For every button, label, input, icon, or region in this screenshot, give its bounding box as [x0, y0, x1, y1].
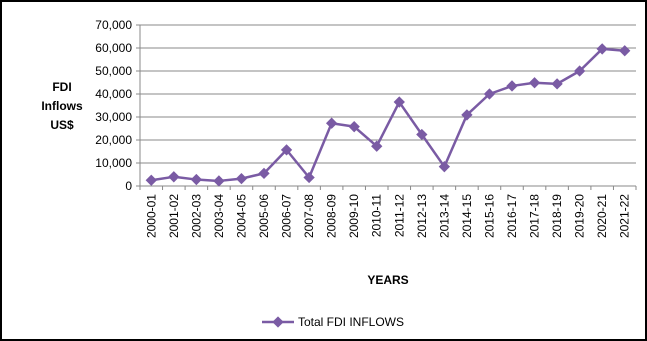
- x-tick-label: 2001-02: [167, 194, 181, 238]
- y-tick-label: 30,000: [95, 110, 132, 124]
- x-tick-label: 2002-03: [189, 194, 203, 238]
- x-tick-label: 2015-16: [482, 194, 496, 238]
- data-point: [416, 128, 428, 141]
- y-tick-label: 70,000: [95, 18, 132, 32]
- y-tick-label: 20,000: [95, 133, 132, 147]
- data-point: [619, 45, 631, 57]
- y-tick-label: 50,000: [95, 64, 132, 78]
- data-point: [190, 173, 203, 186]
- x-tick-label: 2007-08: [302, 194, 316, 238]
- legend-entry: Total FDI INFLOWS: [298, 315, 404, 329]
- data-point: [145, 174, 157, 186]
- x-tick-label: 2018-19: [550, 194, 564, 238]
- y-axis-ticks: 0 10,000 20,000 30,000 40,000 50,000 60,000 70,…: [95, 18, 140, 193]
- x-tick-label: 2021-22: [618, 194, 632, 238]
- legend-marker: [272, 316, 284, 328]
- x-tick-label: 2000-01: [144, 194, 158, 238]
- data-point: [303, 171, 315, 184]
- x-tick-label: 2008-09: [325, 194, 339, 238]
- x-tick-label: 2010-11: [370, 194, 384, 237]
- x-axis-ticks: 2000-01 2001-02 2002-03 2003-04 2004-05 2005-…: [139, 186, 637, 238]
- x-tick-label: 2004-05: [234, 194, 248, 238]
- y-tick-label: 0: [125, 179, 132, 193]
- data-point: [438, 161, 451, 173]
- x-tick-label: 2012-13: [415, 194, 429, 238]
- x-tick-label: 2014-15: [460, 194, 474, 238]
- data-point: [168, 171, 180, 183]
- y-axis-label-line: US$: [50, 118, 74, 132]
- x-tick-label: 2017-18: [528, 194, 542, 238]
- gridlines: [140, 24, 636, 164]
- x-tick-label: 2016-17: [505, 194, 519, 238]
- y-tick-label: 10,000: [95, 156, 132, 170]
- y-tick-label: 40,000: [95, 87, 132, 101]
- legend: Total FDI INFLOWS: [262, 315, 404, 329]
- y-axis-label: FDI Inflows US$: [30, 78, 94, 135]
- data-point: [235, 172, 248, 185]
- y-axis-label-line: FDI: [52, 80, 72, 94]
- x-tick-label: 2009-10: [347, 194, 361, 238]
- x-tick-label: 2020-21: [595, 194, 609, 238]
- data-point: [258, 167, 270, 180]
- x-tick-label: 2005-06: [257, 194, 271, 238]
- x-axis-label: YEARS: [367, 273, 408, 287]
- x-tick-label: 2011-12: [392, 194, 406, 237]
- axes: [139, 25, 636, 187]
- data-point: [213, 175, 225, 187]
- x-tick-label: 2003-04: [212, 194, 226, 238]
- x-tick-label: 2019-20: [573, 194, 587, 238]
- series-line: [151, 47, 625, 183]
- data-point: [371, 140, 383, 152]
- x-tick-label: 2006-07: [280, 194, 294, 238]
- data-point: [280, 144, 293, 156]
- data-point: [596, 43, 608, 55]
- y-tick-label: 60,000: [95, 41, 132, 55]
- y-axis-label-line: Inflows: [41, 99, 83, 113]
- x-tick-label: 2013-14: [437, 194, 451, 238]
